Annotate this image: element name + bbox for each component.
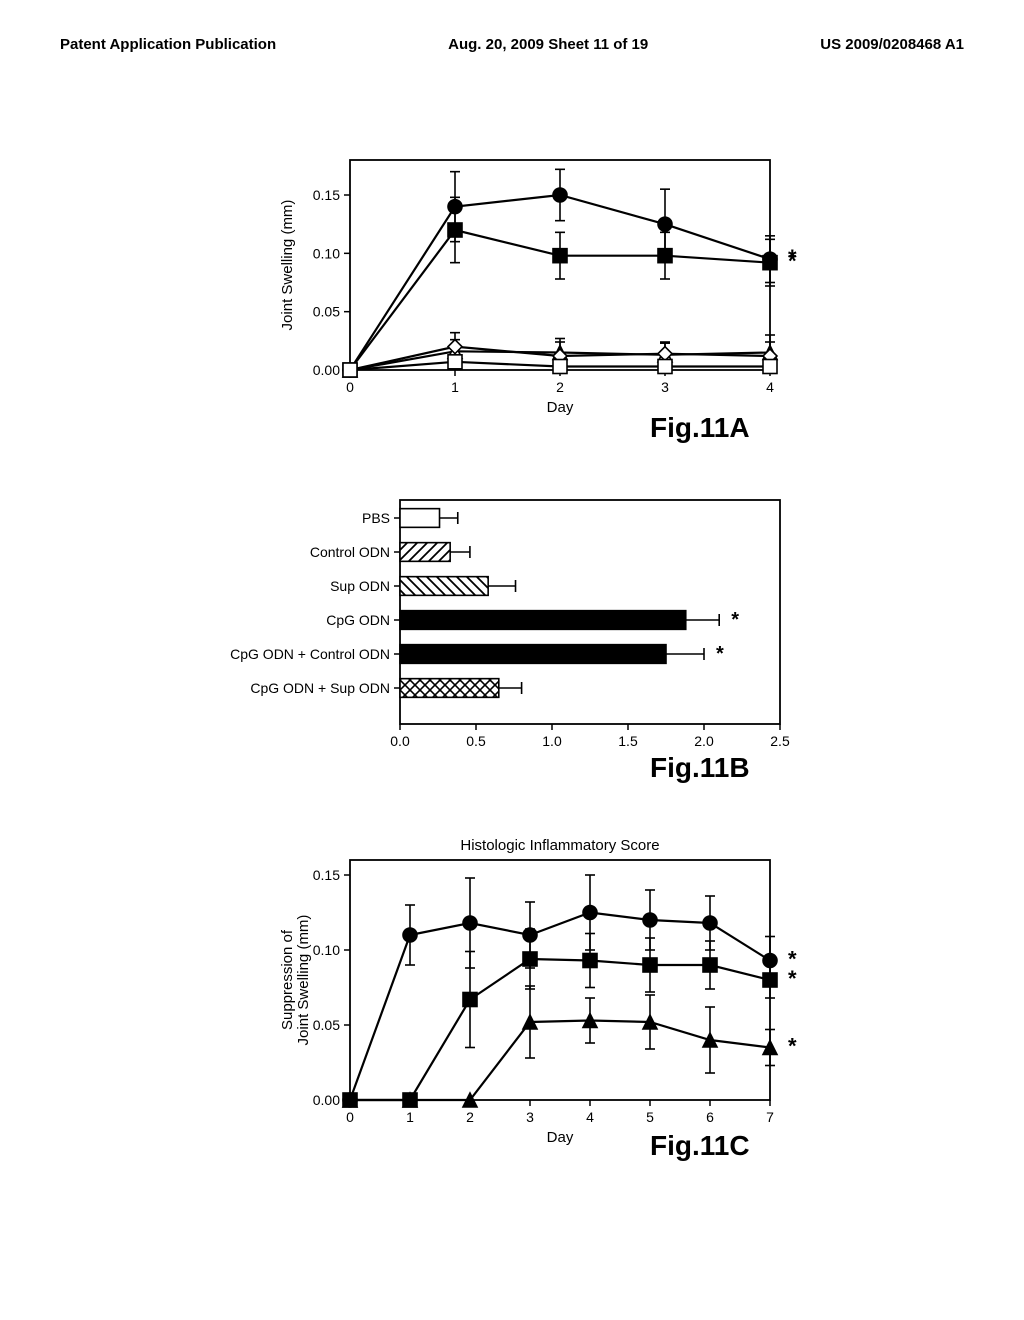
- header-center: Aug. 20, 2009 Sheet 11 of 19: [448, 36, 648, 53]
- svg-text:Control ODN: Control ODN: [310, 544, 390, 560]
- svg-text:1.0: 1.0: [542, 733, 562, 749]
- svg-text:Joint Swelling (mm): Joint Swelling (mm): [279, 200, 296, 331]
- svg-text:PBS: PBS: [362, 510, 390, 526]
- figure-11c-caption: Fig.11C: [650, 1130, 750, 1162]
- svg-text:4: 4: [766, 379, 774, 395]
- svg-text:0.00: 0.00: [313, 362, 340, 378]
- svg-text:CpG ODN + Control ODN: CpG ODN + Control ODN: [230, 646, 390, 662]
- svg-text:2: 2: [556, 379, 564, 395]
- svg-text:Sup ODN: Sup ODN: [330, 578, 390, 594]
- svg-text:2.5: 2.5: [770, 733, 790, 749]
- figure-11b: PBS Control ODN Sup ODN * CpG ODN * CpG ODN + …: [240, 480, 820, 780]
- svg-text:Suppression of: Suppression of: [279, 929, 296, 1030]
- svg-text:0.15: 0.15: [313, 187, 340, 203]
- svg-text:3: 3: [661, 379, 669, 395]
- header-right: US 2009/0208468 A1: [820, 36, 964, 53]
- figure-11a: 0.00 0.05 0.10 0.15 0 1 2 3 4 Day Joint Swelling (…: [240, 140, 820, 440]
- svg-text:0: 0: [346, 379, 354, 395]
- svg-text:0.00: 0.00: [313, 1092, 340, 1108]
- svg-text:*: *: [731, 609, 739, 631]
- figure-11c: 0.00 0.05 0.10 0.15 0 1 2 3 4 5 6 7 Day Suppression o…: [240, 820, 820, 1160]
- svg-text:Day: Day: [547, 1129, 574, 1146]
- svg-text:0.10: 0.10: [313, 245, 340, 261]
- svg-text:CpG ODN: CpG ODN: [326, 612, 390, 628]
- svg-text:0: 0: [346, 1109, 354, 1125]
- svg-text:1: 1: [406, 1109, 414, 1125]
- svg-text:CpG ODN + Sup ODN: CpG ODN + Sup ODN: [250, 680, 390, 696]
- svg-text:5: 5: [646, 1109, 654, 1125]
- svg-text:Histologic Inflammatory Score: Histologic Inflammatory Score: [460, 837, 659, 854]
- svg-text:7: 7: [766, 1109, 774, 1125]
- svg-text:Joint Swelling (mm): Joint Swelling (mm): [295, 915, 312, 1046]
- svg-text:2.0: 2.0: [694, 733, 714, 749]
- svg-text:Day: Day: [547, 399, 574, 416]
- svg-text:*: *: [788, 249, 797, 274]
- page-header: Patent Application Publication Aug. 20, …: [60, 36, 964, 53]
- svg-text:*: *: [788, 1034, 797, 1059]
- svg-text:6: 6: [706, 1109, 714, 1125]
- svg-text:0.05: 0.05: [313, 304, 340, 320]
- svg-text:0.10: 0.10: [313, 942, 340, 958]
- svg-text:0.5: 0.5: [466, 733, 486, 749]
- figure-11b-caption: Fig.11B: [650, 752, 750, 784]
- svg-text:0.05: 0.05: [313, 1017, 340, 1033]
- svg-text:4: 4: [586, 1109, 594, 1125]
- svg-text:1: 1: [451, 379, 459, 395]
- svg-text:2: 2: [466, 1109, 474, 1125]
- svg-text:0.0: 0.0: [390, 733, 410, 749]
- svg-text:3: 3: [526, 1109, 534, 1125]
- svg-text:*: *: [788, 966, 797, 991]
- svg-text:*: *: [716, 643, 724, 665]
- header-left: Patent Application Publication: [60, 36, 276, 53]
- figure-11a-caption: Fig.11A: [650, 412, 750, 444]
- svg-text:1.5: 1.5: [618, 733, 638, 749]
- svg-text:0.15: 0.15: [313, 867, 340, 883]
